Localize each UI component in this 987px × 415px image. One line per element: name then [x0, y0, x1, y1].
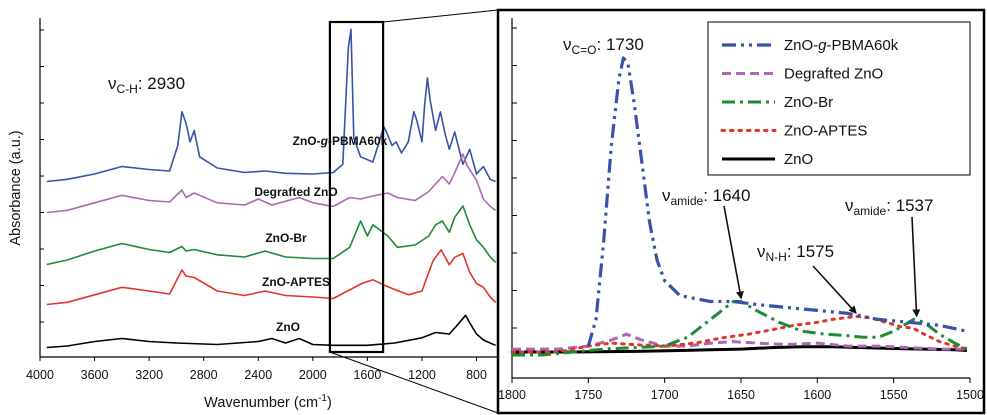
legend-label-zno-br: ZnO-Br [784, 94, 833, 111]
trace-zno-g-pbma60k [46, 28, 496, 183]
zoom-region-box [328, 20, 385, 354]
left-x-axis-title: Wavenumber (cm-1) [204, 393, 332, 411]
annotation-arrow [911, 216, 921, 318]
right-x-tick-label: 1550 [880, 388, 908, 402]
right-x-tick-label: 1750 [574, 388, 602, 402]
zoom-traces [510, 56, 969, 357]
left-x-tick-label: 2400 [244, 368, 272, 382]
left-x-tick-label: 3200 [135, 368, 163, 382]
zoom-trace-zno-g-pbma60k [586, 56, 968, 347]
zoom-trace-zno-br [512, 300, 968, 357]
left-x-tick-label: 800 [466, 368, 487, 382]
left-x-ticks: 4000 3600 3200 2800 2400 2000 1600 1200 800 [26, 357, 487, 382]
right-x-ticks: 1800 1750 1700 1650 1600 1550 1500 [498, 378, 984, 402]
left-y-ticks [40, 29, 44, 323]
annotation-arrows [723, 205, 921, 318]
annotation-c-o-stretch: νC=O: 1730 [563, 35, 644, 57]
annotation-c-h-stretch: νC-H: 2930 [108, 74, 185, 96]
legend-items: ZnO-g-PBMA60k Degrafted ZnO ZnO-Br ZnO-APTE… [720, 37, 899, 168]
left-x-tick-label: 1600 [353, 368, 381, 382]
left-y-axis-title: Absorbance (a.u.) [8, 130, 24, 245]
zoom-connector-bottom [329, 351, 499, 414]
full-spectrum-trace-labels: ZnO-g-PBMA60k Degrafted ZnO ZnO-Br ZnO-APTE… [254, 134, 387, 334]
left-x-tick-label: 3600 [81, 368, 109, 382]
zoom-trace-degrafted-zno [512, 332, 967, 351]
trace-label-zno-br: ZnO-Br [265, 231, 307, 245]
zoom-inset-panel: 1800 1750 1700 1650 1600 1550 1500 νC=O: 1730 … [496, 8, 986, 415]
left-x-tick-label: 2000 [299, 368, 327, 382]
trace-label-zno-aptes: ZnO-APTES [262, 275, 330, 289]
legend-box [707, 21, 971, 176]
right-x-tick-label: 1700 [651, 388, 679, 402]
trace-label-degrafted-zno: Degrafted ZnO [254, 185, 337, 199]
zoom-trace-zno-aptes [510, 314, 969, 354]
trace-label-zno: ZnO [276, 320, 300, 334]
legend-label-zno-g-pbma60k: ZnO-g-PBMA60k [784, 37, 899, 54]
right-x-tick-label: 1500 [956, 388, 984, 402]
right-x-tick-label: 1650 [727, 388, 755, 402]
trace-zno [46, 314, 496, 349]
annotation-n-h-1575: νN-H: 1575 [757, 242, 834, 264]
legend-label-degrafted-zno: Degrafted ZnO [784, 66, 883, 83]
full-spectrum-panel: ZnO-g-PBMA60k Degrafted ZnO ZnO-Br ZnO-APTE… [8, 18, 497, 411]
annotation-amide-1640: νamide: 1640 [662, 186, 750, 208]
left-x-tick-label: 1200 [408, 368, 436, 382]
zoom-connector-top [383, 9, 499, 23]
annotation-arrow [812, 265, 857, 314]
legend: ZnO-g-PBMA60k Degrafted ZnO ZnO-Br ZnO-APTE… [707, 21, 971, 176]
left-x-tick-label: 2800 [190, 368, 218, 382]
left-x-tick-label: 4000 [26, 368, 54, 382]
annotation-arrow [723, 205, 744, 300]
legend-label-zno: ZnO [784, 151, 813, 168]
legend-label-zno-aptes: ZnO-APTES [784, 123, 867, 140]
trace-zno-br [46, 205, 497, 266]
right-x-tick-label: 1600 [803, 388, 831, 402]
right-x-tick-label: 1800 [498, 388, 526, 402]
trace-zno-aptes [46, 249, 497, 306]
full-spectrum-traces [46, 28, 497, 349]
trace-label-zno-g-pbma60k: ZnO-g-PBMA60k [293, 134, 388, 148]
annotation-amide-1537: νamide: 1537 [845, 196, 933, 218]
trace-degrafted-zno [46, 153, 497, 214]
right-y-ticks [512, 27, 517, 329]
